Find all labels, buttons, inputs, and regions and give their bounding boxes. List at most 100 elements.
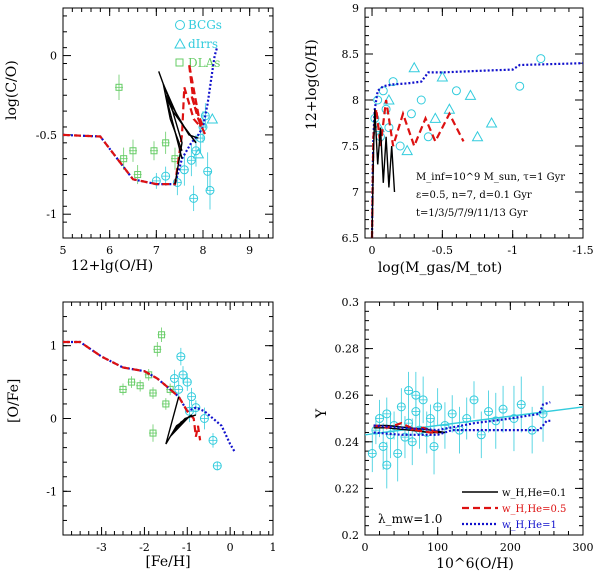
oh-point-bcg bbox=[395, 141, 405, 151]
ofe-point-bcg bbox=[182, 377, 192, 387]
co-ytick-label: 0 bbox=[50, 50, 57, 63]
ofe-point-dla bbox=[136, 382, 144, 390]
oh-ylabel: 12+log(O/H) bbox=[304, 39, 320, 130]
y-ylabel: Y bbox=[314, 408, 330, 419]
oh-ytick-label: 7.5 bbox=[342, 140, 360, 153]
co-ylabel: log(C/O) bbox=[4, 60, 20, 120]
y-xtick-label: 0 bbox=[362, 541, 369, 554]
oh-point-bcg bbox=[378, 86, 388, 96]
ofe-ytick-label: 0 bbox=[50, 413, 57, 426]
y-point-bcg bbox=[407, 437, 417, 447]
oh-point-bcg bbox=[536, 54, 546, 64]
co-point-dla bbox=[129, 147, 137, 155]
ofe-xtick-label: 0 bbox=[227, 541, 234, 554]
oh-point-bcg bbox=[373, 95, 383, 105]
co-point-dirr bbox=[206, 113, 219, 124]
ofe-point-bcg bbox=[191, 403, 201, 413]
y-point-bcg bbox=[491, 416, 501, 426]
ofe-point-bcg bbox=[187, 392, 197, 402]
oh-plot-area bbox=[370, 54, 583, 238]
y-ytick-label: 0.28 bbox=[335, 343, 360, 356]
ofe-point-dla bbox=[153, 345, 161, 353]
oh-point-dirr bbox=[464, 89, 477, 100]
y-legend-w01: w_H,He=0.1 bbox=[502, 488, 566, 499]
co-legend-dirr-symbol bbox=[174, 37, 186, 49]
oh-point-dirr bbox=[429, 112, 442, 123]
oh-xtick-label: -1.5 bbox=[572, 244, 593, 257]
y-point-bcg bbox=[375, 414, 385, 423]
y-ytick-label: 0.2 bbox=[342, 529, 360, 542]
oh-xlabel: log(M_gas/M_tot) bbox=[378, 260, 502, 276]
y-point-bcg bbox=[396, 402, 406, 412]
ofe-point-dla bbox=[166, 385, 174, 393]
ofe-point-bcg bbox=[174, 384, 184, 394]
ofe-point-dla bbox=[158, 331, 166, 339]
y-point-bcg bbox=[433, 402, 443, 412]
y-point-bcg bbox=[498, 404, 508, 414]
co-xlabel: 12+lg(O/H) bbox=[71, 258, 153, 274]
oh-xtick-label: 0 bbox=[369, 244, 376, 257]
y-point-bcg bbox=[447, 409, 457, 419]
oh-frame bbox=[364, 7, 584, 239]
panel-co-vs-oh: log(C/O) 12+lg(O/H) BCGs dIrrs DLAs 5 6 7 8… bbox=[4, 7, 274, 274]
ofe-point-bcg bbox=[212, 461, 222, 471]
co-point-dirr bbox=[192, 147, 205, 159]
co-ytick-label: -1 bbox=[46, 208, 57, 221]
oh-point-bcg bbox=[406, 109, 416, 119]
y-point-bcg bbox=[538, 409, 548, 419]
ofe-point-dla bbox=[162, 400, 170, 408]
co-point-bcg bbox=[205, 185, 215, 195]
oh-point-dirr bbox=[373, 121, 385, 133]
oh-line-black bbox=[371, 109, 396, 238]
co-xtick-label: 9 bbox=[246, 244, 253, 257]
y-legend-w1: w_H,He=1 bbox=[502, 520, 557, 531]
y-point-bcg bbox=[454, 425, 464, 435]
y-point-bcg bbox=[462, 414, 472, 423]
co-xtick-label: 6 bbox=[106, 244, 113, 257]
co-xtick-label: 5 bbox=[60, 244, 67, 257]
y-point-bcg bbox=[484, 407, 494, 417]
ofe-plot-area bbox=[63, 327, 236, 471]
ofe-point-dla bbox=[149, 389, 157, 397]
y-point-bcg bbox=[393, 448, 403, 458]
co-line-red bbox=[63, 63, 207, 186]
y-ytick-label: 0.22 bbox=[335, 482, 360, 495]
y-point-bcg bbox=[469, 395, 479, 405]
oh-ytick-label: 7 bbox=[352, 186, 359, 199]
ofe-ytick-label: 1 bbox=[50, 340, 57, 353]
co-point-bcg bbox=[189, 193, 199, 203]
y-line-red bbox=[373, 422, 439, 434]
oh-annotation-2: ε=0.5, n=7, d=0.1 Gyr bbox=[416, 190, 532, 201]
y-point-bcg bbox=[367, 448, 377, 458]
oh-line-red bbox=[370, 99, 465, 238]
y-point-bcg bbox=[516, 400, 526, 410]
oh-point-bcg bbox=[423, 132, 433, 142]
co-legend-dirr: dIrrs bbox=[188, 37, 218, 51]
oh-point-dirr bbox=[471, 130, 484, 142]
y-ytick-label: 0.26 bbox=[335, 389, 360, 402]
oh-xtick-label: -0.5 bbox=[432, 244, 453, 257]
co-point-dla bbox=[162, 139, 170, 147]
y-point-bcg bbox=[527, 425, 537, 435]
co-point-dla bbox=[120, 155, 128, 163]
co-point-bcg bbox=[161, 171, 171, 181]
oh-point-bcg bbox=[451, 86, 461, 96]
y-line-blue-upper bbox=[373, 401, 551, 432]
ofe-ytick-label: -1 bbox=[46, 485, 57, 498]
oh-xtick-label: -1 bbox=[507, 244, 518, 257]
ofe-xtick-label: -2 bbox=[139, 541, 150, 554]
y-line-blue-lower bbox=[373, 419, 551, 436]
y-xtick-label: 300 bbox=[573, 541, 594, 554]
y-xtick-label: 200 bbox=[500, 541, 521, 554]
co-frame bbox=[62, 7, 274, 239]
co-legend-dla: DLAs bbox=[188, 56, 220, 70]
y-legend-w05: w_H,He=0.5 bbox=[502, 504, 566, 515]
y-point-bcg bbox=[404, 386, 414, 396]
ofe-point-bcg bbox=[208, 435, 218, 445]
oh-point-bcg bbox=[416, 95, 426, 105]
y-plot-area bbox=[365, 371, 583, 489]
y-xlabel: 10^6(O/H) bbox=[436, 556, 514, 572]
y-point-bcg bbox=[411, 390, 421, 400]
co-xtick-label: 8 bbox=[200, 244, 207, 257]
